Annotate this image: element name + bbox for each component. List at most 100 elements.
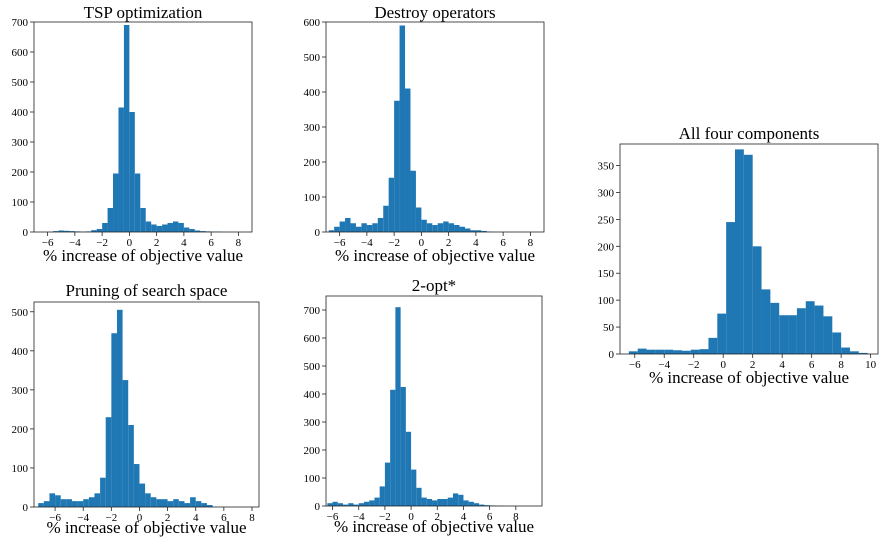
histogram-bar xyxy=(823,316,833,354)
histogram-bar xyxy=(172,221,179,232)
histogram-bar xyxy=(118,107,124,232)
histogram-bar xyxy=(113,173,119,232)
histogram-bar xyxy=(416,487,422,506)
x-tick-label: −2 xyxy=(388,237,400,249)
y-tick-label: 250 xyxy=(598,214,615,226)
x-tick-label: −2 xyxy=(379,511,391,523)
y-tick-label: 0 xyxy=(315,227,321,239)
histogram-bar xyxy=(91,230,97,232)
histogram-bar xyxy=(161,499,168,507)
histogram-bar xyxy=(405,88,411,232)
histogram-bar xyxy=(796,308,806,354)
histogram-bar xyxy=(327,503,333,506)
x-tick-label: 0 xyxy=(127,237,133,249)
histogram-bar xyxy=(151,224,157,232)
bars xyxy=(628,149,868,354)
x-tick-label: −4 xyxy=(77,512,89,524)
y-tick-label: 50 xyxy=(603,322,615,334)
histogram-bar xyxy=(183,227,190,232)
histogram-bar xyxy=(395,307,401,506)
x-tick-label: 4 xyxy=(193,512,199,524)
histogram-bar xyxy=(383,205,389,232)
x-tick-label: 0 xyxy=(720,359,726,371)
histogram-bar xyxy=(372,223,378,232)
histogram-bar xyxy=(107,208,114,232)
histogram-bar xyxy=(432,225,438,232)
y-tick-label: 500 xyxy=(12,307,29,319)
y-tick-label: 400 xyxy=(304,87,321,99)
histogram-bar xyxy=(102,223,108,232)
x-tick-label: 2 xyxy=(446,237,452,249)
plot-frame xyxy=(325,21,545,233)
histogram-bar xyxy=(145,493,151,507)
y-tick-label: 400 xyxy=(304,389,321,401)
histogram-bar xyxy=(452,493,459,506)
histogram-bar xyxy=(100,477,106,507)
histogram-bar xyxy=(134,173,141,232)
chart-title: Pruning of search space xyxy=(66,281,228,300)
histogram-bar xyxy=(437,499,443,506)
histogram-bar xyxy=(38,503,44,507)
histogram-bar xyxy=(459,226,465,232)
histogram-bar xyxy=(53,231,59,232)
x-tick-label: 6 xyxy=(208,237,214,249)
x-tick-label: −6 xyxy=(42,237,54,249)
histogram-bar xyxy=(443,221,449,232)
histogram-bar xyxy=(384,462,391,506)
histogram-bar xyxy=(400,387,406,506)
x-tick-label: 8 xyxy=(249,512,255,524)
histogram-bar xyxy=(473,503,480,506)
x-tick-label: 0 xyxy=(419,237,425,249)
histogram-bar xyxy=(334,226,340,232)
x-tick-label: −6 xyxy=(49,512,61,524)
y-tick-label: 300 xyxy=(304,417,321,429)
histogram-bar xyxy=(178,501,185,507)
histogram-bar xyxy=(761,289,771,354)
histogram-bar xyxy=(374,497,380,506)
x-tick-label: 2 xyxy=(435,511,441,523)
histogram-bar xyxy=(133,464,140,507)
histogram-bar xyxy=(332,501,338,506)
histogram-bar xyxy=(743,154,753,354)
histogram-bar xyxy=(841,347,850,354)
histogram-bar xyxy=(655,349,665,354)
histogram-bar xyxy=(43,501,50,507)
histogram-bar xyxy=(71,501,78,507)
y-tick-label: 150 xyxy=(598,268,615,280)
histogram-bar xyxy=(454,225,460,232)
x-tick-label: −2 xyxy=(688,359,700,371)
y-tick-label: 100 xyxy=(12,463,29,475)
chart-title: TSP optimization xyxy=(84,3,203,22)
histogram-bar xyxy=(116,309,123,507)
histogram-bar xyxy=(788,315,797,354)
x-tick-label: 4 xyxy=(779,359,785,371)
y-tick-label: 350 xyxy=(598,161,615,173)
histogram-bar xyxy=(350,223,356,232)
histogram-bar xyxy=(388,177,395,232)
histogram-bar xyxy=(458,494,464,506)
x-tick-label: −4 xyxy=(658,359,670,371)
y-tick-label: 200 xyxy=(304,445,321,457)
histogram-bar xyxy=(394,100,400,232)
x-tick-label: −6 xyxy=(629,359,641,371)
y-tick-label: 0 xyxy=(315,501,321,513)
histogram-bar xyxy=(410,170,416,232)
histogram-bar xyxy=(475,230,482,232)
histogram-bar xyxy=(348,503,354,506)
histogram-bar xyxy=(345,218,351,232)
histogram-bar xyxy=(156,226,163,232)
y-tick-label: 0 xyxy=(609,349,615,361)
histogram-bar xyxy=(55,495,61,507)
histogram-bar xyxy=(189,229,195,232)
x-tick-label: 2 xyxy=(750,359,756,371)
x-tick-label: 4 xyxy=(473,237,479,249)
x-tick-label: 6 xyxy=(500,237,506,249)
bars xyxy=(328,25,493,232)
histogram-bar xyxy=(358,503,364,506)
y-tick-label: 500 xyxy=(304,361,321,373)
plot-frame xyxy=(619,143,879,355)
histogram-bar xyxy=(69,231,75,232)
x-axis-label: % increase of objective value xyxy=(334,517,534,536)
histogram-bar xyxy=(849,351,859,354)
x-tick-label: 8 xyxy=(838,359,844,371)
